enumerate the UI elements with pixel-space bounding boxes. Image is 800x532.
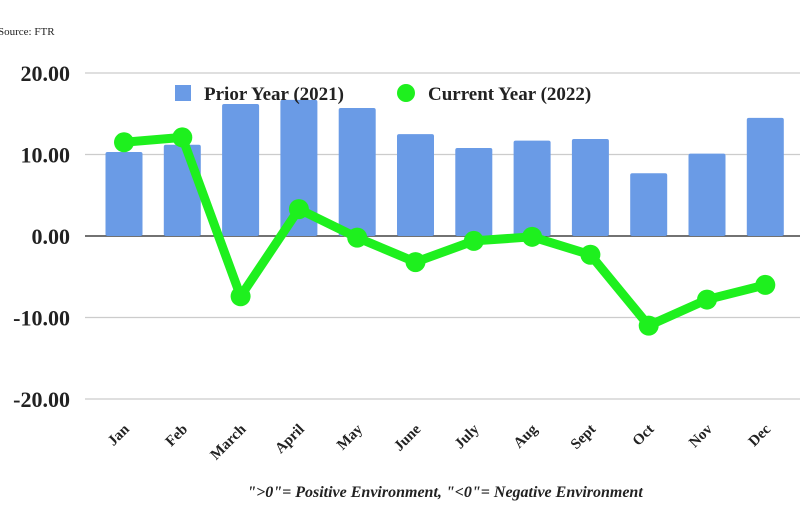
bar-may [338, 108, 376, 236]
point-sept [580, 244, 601, 265]
bar-aug [513, 140, 551, 236]
x-tick-label: Sept [568, 422, 599, 453]
y-tick-label: 10.00 [21, 143, 71, 168]
bar-june [397, 134, 434, 236]
bar-april [280, 99, 318, 237]
point-dec [755, 274, 776, 295]
bar-nov [688, 153, 726, 236]
line-current-year [123, 132, 767, 331]
point-jan [114, 132, 134, 153]
point-oct [638, 315, 659, 336]
x-tick-label: Nov [686, 421, 716, 451]
bar-oct [630, 173, 668, 236]
x-tick-label: Jan [105, 421, 133, 449]
legend-label-current-year: Current Year (2022) [428, 84, 591, 105]
point-aug [522, 226, 543, 247]
footnote: ">0"= Positive Environment, "<0"= Negati… [247, 484, 643, 501]
bar-july [455, 147, 493, 236]
x-tick-label: June [391, 421, 424, 454]
x-tick-label: Feb [163, 422, 191, 450]
x-tick-label: March [208, 421, 250, 463]
legend-swatch-current-year [397, 84, 415, 102]
bar-jan [105, 152, 143, 236]
y-tick-label: 0.00 [32, 224, 71, 249]
point-feb [172, 127, 193, 148]
x-tick-label: Oct [630, 422, 658, 450]
point-july [463, 230, 484, 251]
point-nov [697, 289, 717, 310]
point-april [288, 199, 309, 220]
bar-march [222, 103, 260, 236]
legend-label-prior-year: Prior Year (2021) [204, 84, 344, 105]
x-tick-label: Aug [511, 421, 542, 452]
bar-sept [571, 139, 609, 236]
bar-dec [746, 117, 784, 236]
y-tick-label: -10.00 [13, 306, 70, 331]
bar-feb [163, 144, 201, 236]
point-june [405, 252, 426, 273]
x-tick-label: Dec [746, 421, 775, 450]
x-tick-label: July [452, 421, 483, 452]
y-tick-label: -20.00 [13, 387, 70, 412]
y-tick-label: 20.00 [21, 61, 71, 86]
point-may [347, 227, 368, 248]
x-tick-label: May [334, 421, 366, 453]
point-march [230, 286, 251, 307]
x-tick-label: April [272, 422, 307, 457]
legend-swatch-prior-year [175, 85, 191, 101]
source-note: Source: FTR [0, 26, 55, 38]
